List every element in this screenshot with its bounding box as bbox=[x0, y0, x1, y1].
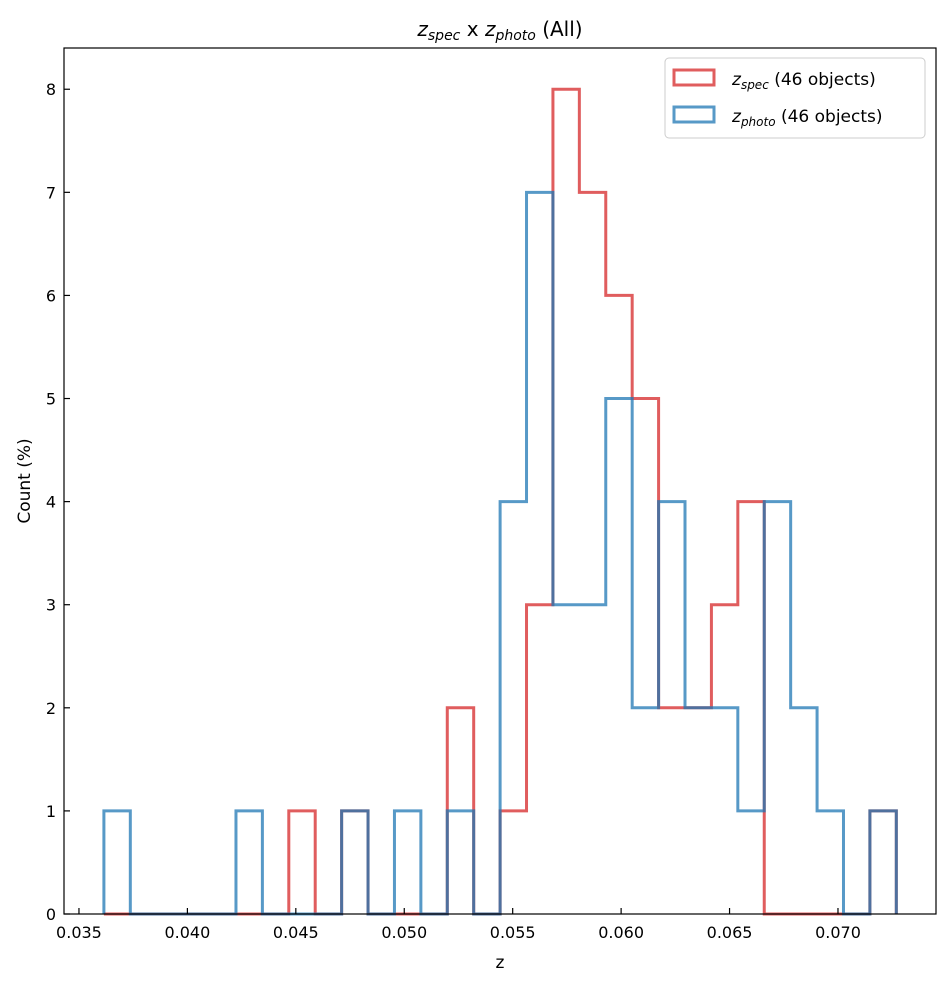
x-tick-label: 0.035 bbox=[56, 923, 102, 942]
y-tick: 6 bbox=[46, 286, 70, 305]
x-tick: 0.065 bbox=[707, 908, 753, 942]
y-tick: 3 bbox=[46, 596, 70, 615]
bin-z_spec-7 bbox=[289, 811, 315, 914]
x-axis-label: z bbox=[496, 953, 505, 973]
x-tick: 0.050 bbox=[381, 908, 427, 942]
bin-z_photo-15 bbox=[500, 502, 526, 914]
bin-z_photo-16 bbox=[527, 192, 553, 914]
y-tick: 7 bbox=[46, 183, 70, 202]
x-tick-label: 0.060 bbox=[598, 923, 644, 942]
bin-z_photo-5 bbox=[236, 811, 262, 914]
x-tick-label: 0.070 bbox=[815, 923, 861, 942]
y-axis-label: Count (%) bbox=[15, 438, 35, 523]
bin-z_photo-29 bbox=[870, 811, 896, 914]
x-tick: 0.040 bbox=[164, 908, 210, 942]
bin-z_photo-19 bbox=[606, 399, 632, 914]
bin-z_photo-9 bbox=[342, 811, 368, 914]
bin-z_photo-24 bbox=[738, 811, 764, 914]
y-tick: 1 bbox=[46, 802, 70, 821]
legend: zspec (46 objects) zphoto (46 objects) bbox=[664, 57, 926, 139]
x-tick: 0.045 bbox=[273, 908, 319, 942]
x-tick-label: 0.045 bbox=[273, 923, 319, 942]
y-tick: 5 bbox=[46, 390, 70, 409]
x-tick: 0.055 bbox=[490, 908, 536, 942]
y-tick-label: 1 bbox=[46, 802, 56, 821]
x-tick-label: 0.040 bbox=[164, 923, 210, 942]
x-tick: 0.070 bbox=[815, 908, 861, 942]
y-tick-label: 2 bbox=[46, 699, 56, 718]
bin-z_photo-13 bbox=[447, 811, 473, 914]
x-tick-label: 0.055 bbox=[490, 923, 536, 942]
series-step-z_photo bbox=[102, 190, 898, 916]
y-tick-label: 7 bbox=[46, 183, 56, 202]
y-tick: 4 bbox=[46, 493, 70, 512]
chart-title: zspec x zphoto (All) bbox=[416, 17, 582, 44]
legend-swatch-spec bbox=[672, 68, 716, 87]
bin-z_photo-25 bbox=[764, 502, 790, 914]
bin-z_photo-23 bbox=[711, 708, 737, 914]
y-tick: 8 bbox=[46, 80, 70, 99]
legend-label-photo: zphoto (46 objects) bbox=[731, 107, 883, 129]
x-tick-label: 0.065 bbox=[707, 923, 753, 942]
y-tick-label: 8 bbox=[46, 80, 56, 99]
y-tick: 2 bbox=[46, 699, 70, 718]
bin-z_photo-22 bbox=[685, 708, 711, 914]
legend-swatch-photo bbox=[672, 105, 716, 124]
bin-z_photo-20 bbox=[632, 708, 658, 914]
bin-z_photo-21 bbox=[659, 502, 685, 914]
bin-z_photo-18 bbox=[579, 605, 605, 914]
plot-area-frame bbox=[63, 47, 937, 915]
y-tick-label: 3 bbox=[46, 596, 56, 615]
y-tick-label: 6 bbox=[46, 286, 56, 305]
x-tick: 0.035 bbox=[56, 908, 102, 942]
legend-label-spec: zspec (46 objects) bbox=[731, 70, 876, 92]
bin-z_photo-26 bbox=[791, 708, 817, 914]
y-tick-label: 0 bbox=[46, 905, 56, 924]
bin-z_photo-11 bbox=[394, 811, 420, 914]
y-tick-label: 5 bbox=[46, 390, 56, 409]
bin-z_photo-17 bbox=[553, 605, 579, 914]
x-tick: 0.060 bbox=[598, 908, 644, 942]
x-tick-label: 0.050 bbox=[381, 923, 427, 942]
y-tick-label: 4 bbox=[46, 493, 56, 512]
bin-z_photo-0 bbox=[104, 811, 130, 914]
bin-z_photo-27 bbox=[817, 811, 843, 914]
